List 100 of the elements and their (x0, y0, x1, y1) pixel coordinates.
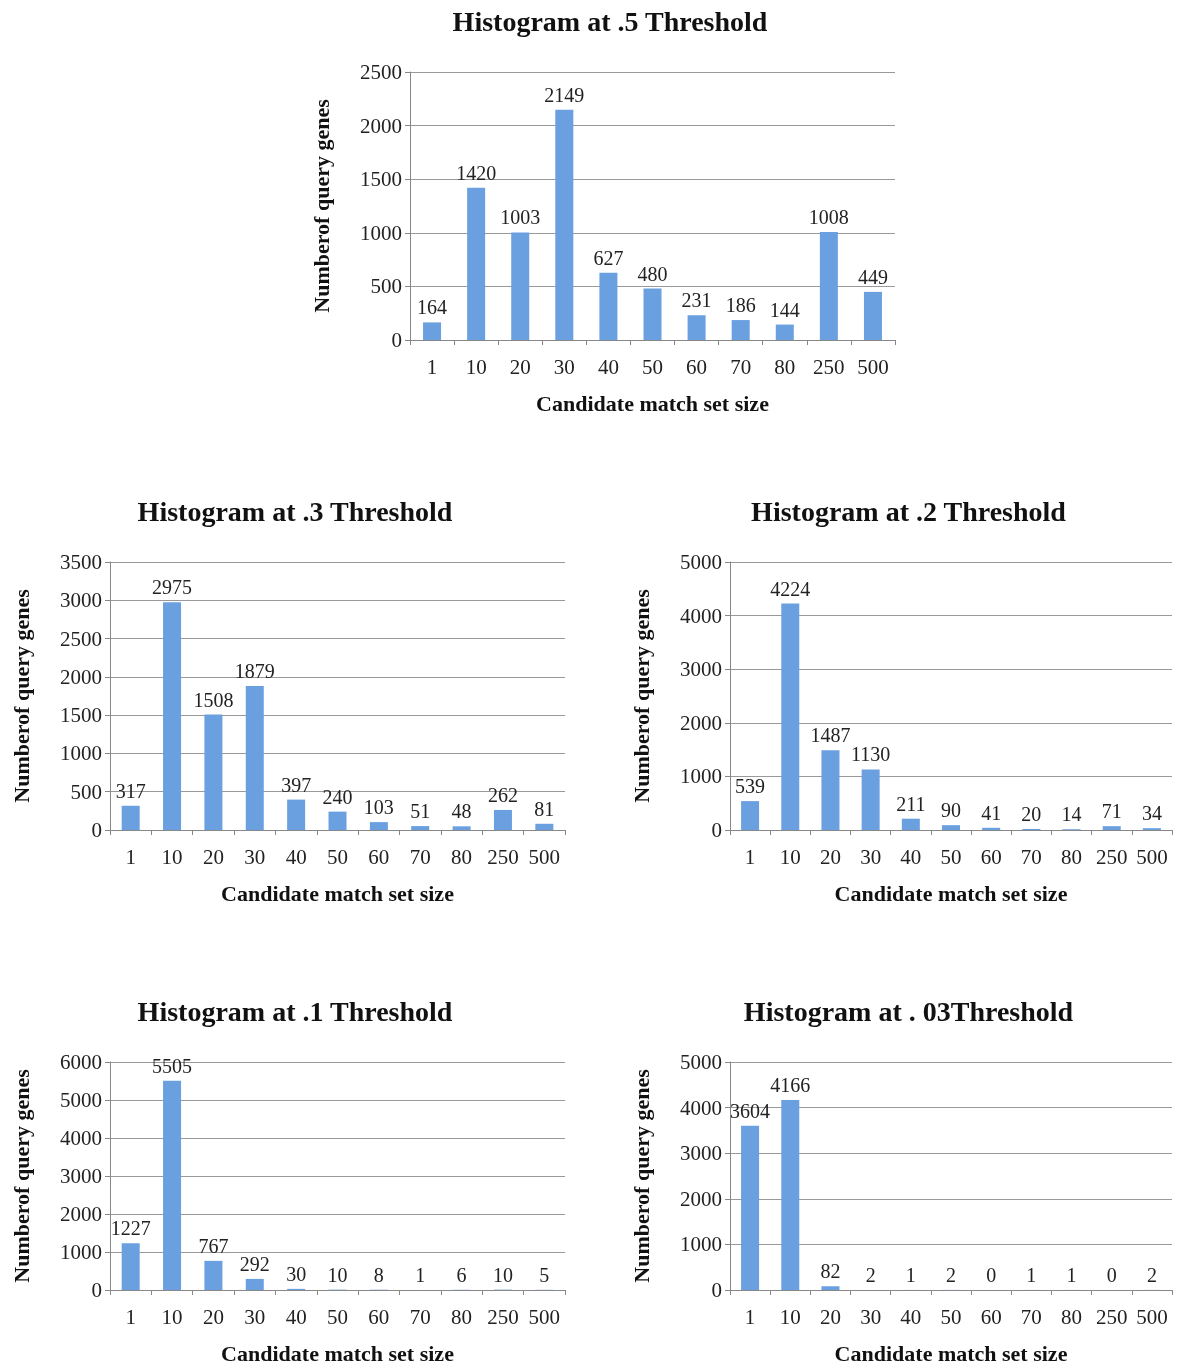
data-label: 2 (1146, 1263, 1157, 1286)
bar (643, 288, 662, 340)
bar (942, 825, 960, 830)
x-tick-label: 40 (900, 1304, 922, 1329)
y-tick-label: 2000 (360, 113, 402, 138)
bar (901, 818, 920, 830)
x-tick-label: 30 (860, 844, 882, 869)
x-tick-label: 70 (409, 844, 431, 869)
x-tick-label: 10 (779, 1304, 801, 1329)
x-tick-label: 500 (857, 354, 889, 379)
y-axis-title: Numberof query genes (8, 1068, 34, 1283)
bar (982, 827, 1001, 830)
x-tick-label: 1 (125, 844, 136, 869)
x-tick-label: 500 (1136, 1304, 1168, 1329)
x-axis-title: Candidate match set size (536, 390, 770, 416)
x-tick-label: 60 (368, 844, 390, 869)
bar (467, 187, 486, 340)
x-tick-label: 10 (779, 844, 801, 869)
bar (121, 805, 140, 830)
x-tick-label: 80 (774, 354, 796, 379)
data-label: 1508 (193, 688, 234, 711)
data-label: 3604 (730, 1099, 771, 1122)
bar (245, 1278, 264, 1290)
x-tick-label: 50 (940, 1304, 962, 1329)
x-tick-label: 1 (426, 354, 438, 379)
data-label: 2149 (544, 83, 585, 106)
data-label: 2975 (152, 576, 193, 599)
data-label: 449 (857, 265, 888, 288)
x-tick-label: 30 (244, 1304, 266, 1329)
bar (511, 232, 530, 340)
y-tick-label: 4000 (680, 1095, 722, 1120)
data-label: 1 (905, 1263, 916, 1286)
x-tick-label: 40 (900, 844, 922, 869)
x-tick-label: 50 (327, 844, 348, 869)
x-tick-label: 10 (161, 844, 183, 869)
bar (599, 272, 618, 340)
data-label: 231 (681, 289, 712, 312)
data-label: 1487 (810, 724, 851, 747)
y-axis-title: Numberof query genes (628, 1068, 654, 1283)
x-tick-label: 500 (528, 844, 561, 869)
data-label: 81 (534, 797, 555, 820)
y-tick-label: 1500 (60, 703, 102, 728)
data-label: 397 (281, 773, 312, 796)
data-label: 1008 (808, 205, 849, 228)
chart-title: Histogram at .1 Threshold (137, 995, 453, 1027)
x-tick-label: 50 (327, 1304, 348, 1329)
x-tick-label: 30 (244, 844, 266, 869)
x-tick-label: 40 (597, 354, 619, 379)
x-tick-label: 80 (1061, 844, 1083, 869)
data-label: 71 (1101, 800, 1122, 823)
bar (821, 1286, 840, 1290)
y-axis-title: Numberof query genes (8, 588, 34, 803)
x-tick-label: 60 (980, 1304, 1002, 1329)
y-tick-label: 2500 (360, 60, 402, 84)
x-tick-label: 1 (125, 1304, 136, 1329)
data-label: 317 (115, 779, 146, 802)
data-label: 627 (593, 246, 624, 269)
x-tick-label: 20 (819, 844, 841, 869)
data-label: 767 (198, 1234, 229, 1257)
bar (411, 826, 430, 830)
bar (1102, 826, 1121, 830)
x-tick-label: 250 (1095, 1304, 1128, 1329)
x-tick-label: 30 (860, 1304, 882, 1329)
bar (493, 809, 512, 830)
y-tick-label: 2000 (680, 710, 722, 735)
y-tick-label: 3000 (60, 1164, 102, 1188)
x-tick-label: 250 (813, 354, 845, 379)
x-tick-label: 50 (940, 844, 962, 869)
x-axis-title: Candidate match set size (834, 1340, 1068, 1366)
bar (287, 799, 306, 830)
data-label: 1879 (234, 660, 275, 683)
x-tick-label: 80 (451, 1304, 473, 1329)
bar (741, 1125, 760, 1290)
y-tick-label: 2000 (60, 664, 102, 689)
data-label: 1130 (851, 743, 891, 766)
bar (819, 231, 838, 340)
bar (781, 1100, 800, 1290)
data-label: 5 (539, 1263, 550, 1286)
x-axis-title: Candidate match set size (221, 880, 455, 906)
data-label: 10 (327, 1263, 348, 1286)
bar (535, 823, 554, 830)
chart-title: Histogram at .2 Threshold (751, 495, 1067, 527)
data-label: 82 (820, 1260, 841, 1283)
x-tick-label: 1 (744, 844, 756, 869)
x-tick-label: 60 (368, 1304, 390, 1329)
y-tick-label: 2000 (680, 1186, 722, 1211)
y-tick-label: 0 (711, 1278, 722, 1302)
data-label: 1420 (456, 161, 497, 184)
y-tick-label: 0 (91, 1278, 102, 1302)
bar (204, 714, 223, 830)
y-tick-label: 3000 (680, 657, 722, 682)
data-label: 1 (1026, 1263, 1037, 1286)
data-label: 8 (373, 1263, 384, 1286)
chart-title: Histogram at . 03Threshold (743, 995, 1074, 1027)
y-tick-label: 5000 (680, 550, 722, 574)
y-tick-label: 0 (711, 818, 722, 842)
x-tick-label: 50 (642, 354, 663, 379)
data-label: 292 (239, 1252, 270, 1275)
data-label: 20 (1021, 802, 1042, 825)
bar (452, 826, 471, 830)
